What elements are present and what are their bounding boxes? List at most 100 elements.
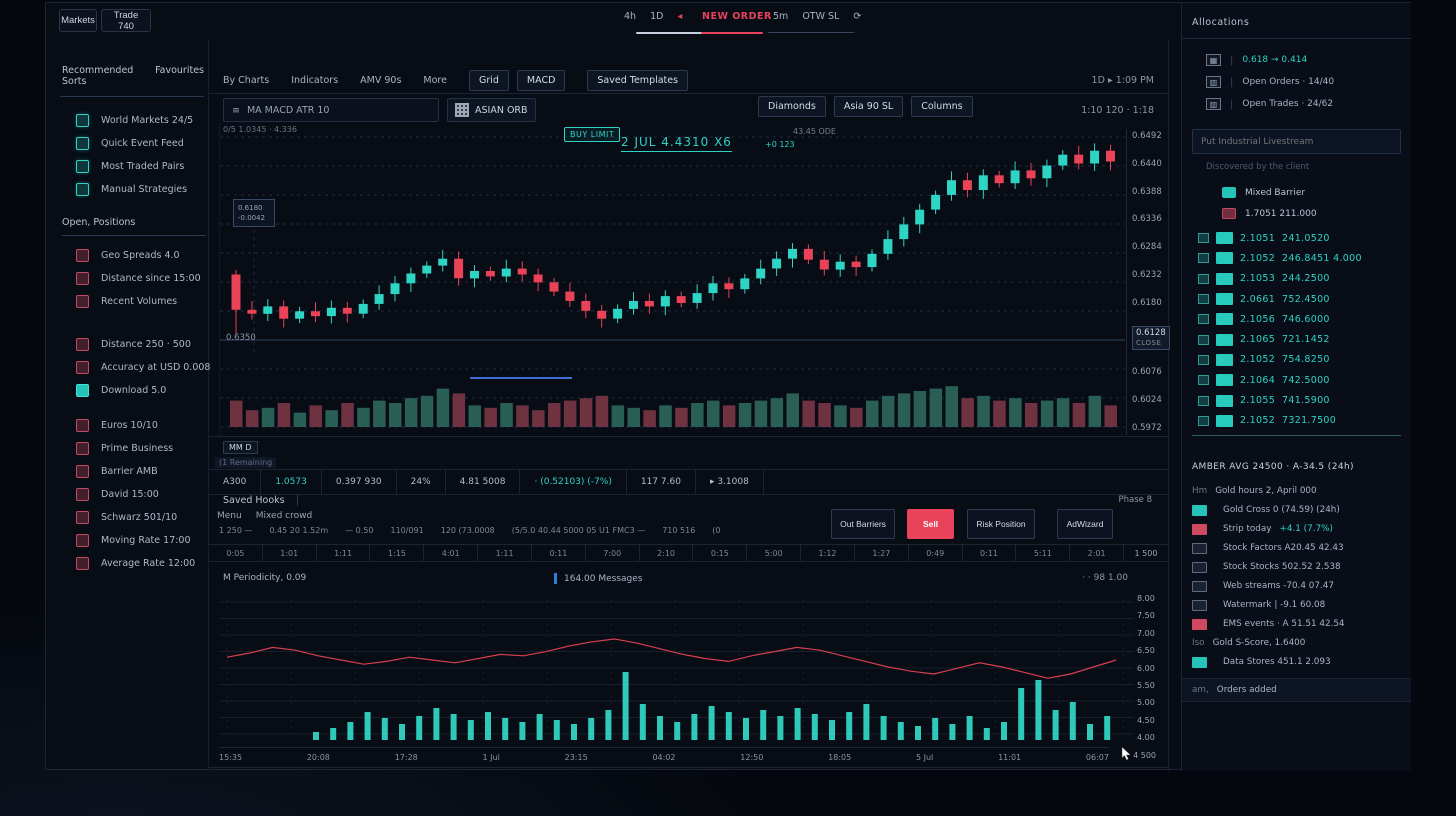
asia-90-sl-button[interactable]: Asia 90 SL bbox=[833, 96, 904, 117]
session-cell[interactable]: 2:01 bbox=[1070, 545, 1125, 561]
risk-position-button[interactable]: Risk Position bbox=[967, 509, 1035, 539]
trade-menu-button[interactable]: Menu bbox=[217, 511, 242, 521]
session-cell[interactable]: 1:11 bbox=[478, 545, 532, 561]
pair-button[interactable]: Trade 740 bbox=[101, 9, 151, 32]
ladder-row[interactable]: 2.1055 741.5900 bbox=[1182, 390, 1411, 410]
session-cell[interactable]: 1:11 bbox=[317, 545, 371, 561]
price-axis-label: 0.6180 bbox=[1132, 297, 1162, 308]
buy-limit-badge[interactable]: BUY LIMIT bbox=[564, 127, 621, 142]
tab-recommended-sorts[interactable]: Recommended Sorts bbox=[62, 65, 134, 87]
info-row[interactable]: EMS events · A 51.51 42.54 bbox=[1182, 615, 1411, 634]
info-row[interactable]: Hm Gold hours 2, April 000 bbox=[1182, 482, 1411, 501]
ladder-row[interactable]: 2.1052 754.8250 bbox=[1182, 350, 1411, 370]
sidebar-item[interactable]: Barrier AMB bbox=[60, 460, 208, 483]
sidebar-item[interactable]: Download 5.0 bbox=[60, 379, 208, 402]
tf-5m-tab[interactable]: 5m bbox=[773, 11, 789, 22]
session-cells: 0:05 1:01 1:11 1:15 4:01 1:11 0:11 7:00 2:10 0:15… bbox=[209, 545, 1125, 561]
info-row[interactable]: Gold Cross 0 (74.59) (24h) bbox=[1182, 501, 1411, 520]
allocation-row[interactable]: ▦ | 0.618 → 0.414 bbox=[1182, 49, 1411, 71]
tab-more[interactable]: More bbox=[423, 74, 447, 86]
sidebar-item[interactable]: Moving Rate 17:00 bbox=[60, 529, 208, 552]
adwizard-button[interactable]: AdWizard bbox=[1057, 509, 1113, 539]
info-row[interactable]: Data Stores 451.1 2.093 bbox=[1182, 653, 1411, 672]
tab-favourites[interactable]: Favourites bbox=[155, 65, 204, 76]
sidebar-item[interactable]: Recent Volumes bbox=[60, 290, 208, 313]
tab-by-charts[interactable]: By Charts bbox=[223, 74, 270, 86]
tab-indicators[interactable]: Indicators bbox=[291, 74, 339, 86]
sidebar-item[interactable]: Prime Business bbox=[60, 437, 208, 460]
ladder-row[interactable]: 2.1064 742.5000 bbox=[1182, 370, 1411, 390]
caret-left-icon[interactable]: ◂ bbox=[677, 11, 683, 22]
session-cell[interactable]: 0:05 bbox=[209, 545, 263, 561]
oscillator-title[interactable]: M Periodicity, 0.09 bbox=[223, 573, 307, 583]
ladder-row[interactable]: 2.1065 721.1452 bbox=[1182, 329, 1411, 349]
grid-button[interactable]: Grid bbox=[468, 69, 509, 91]
session-cell[interactable]: 2:10 bbox=[640, 545, 694, 561]
sidebar-item[interactable]: Most Traded Pairs bbox=[60, 155, 208, 178]
sidebar-item[interactable]: Distance since 15:00 bbox=[60, 267, 208, 290]
asian-orb-chip[interactable]: ASIAN ORB bbox=[447, 98, 536, 122]
info-row[interactable]: Watermark | -9.1 60.08 bbox=[1182, 596, 1411, 615]
columns-button[interactable]: Columns bbox=[911, 96, 973, 117]
macd-button[interactable]: MACD bbox=[516, 69, 566, 91]
pinned-row[interactable]: Mixed Barrier bbox=[1182, 182, 1411, 203]
session-cell[interactable]: 7:00 bbox=[586, 545, 640, 561]
session-cell[interactable]: 0:11 bbox=[532, 545, 586, 561]
session-cell[interactable]: 0:15 bbox=[693, 545, 748, 561]
ladder-row[interactable]: 2.1051 241.0520 bbox=[1182, 228, 1411, 248]
pinned-row[interactable]: 1.7051 211.000 bbox=[1182, 203, 1411, 224]
sidebar-item[interactable]: Quick Event Feed bbox=[60, 132, 208, 155]
info-row[interactable]: Iso Gold S-Score, 1.6400 bbox=[1182, 634, 1411, 653]
info-row[interactable]: am, Orders added bbox=[1182, 677, 1411, 702]
sidebar-item[interactable]: Distance 250 · 500 bbox=[60, 333, 208, 356]
sidebar-item[interactable]: David 15:00 bbox=[60, 483, 208, 506]
session-cell[interactable]: 5:00 bbox=[747, 545, 802, 561]
mm-d-chip[interactable]: MM D bbox=[223, 441, 258, 454]
indicator-input[interactable]: ≡ MA MACD ATR 10 bbox=[223, 98, 439, 122]
ladder-row[interactable]: 2.1052 7321.7500 bbox=[1182, 411, 1411, 431]
saved-templates-button[interactable]: Saved Templates bbox=[587, 69, 689, 91]
ladder-row[interactable]: 2.1052 246.8451 4.000 bbox=[1182, 248, 1411, 268]
allocation-row[interactable]: ▥ | Open Orders · 14/40 bbox=[1182, 71, 1411, 93]
sidebar-item[interactable]: Schwarz 501/10 bbox=[60, 506, 208, 529]
allocation-row[interactable]: ▥ | Open Trades · 24/62 bbox=[1182, 93, 1411, 115]
saved-hooks-label[interactable]: Saved Hooks bbox=[223, 495, 298, 506]
out-barriers-button[interactable]: Out Barriers bbox=[831, 509, 895, 539]
candlestick-chart[interactable] bbox=[219, 123, 1125, 436]
info-row[interactable]: Stock Factors A20.45 42.43 bbox=[1182, 539, 1411, 558]
search-note-link[interactable]: Discovered by the client bbox=[1206, 162, 1310, 172]
session-cell[interactable]: 0:11 bbox=[963, 545, 1017, 561]
instrument-search[interactable] bbox=[1192, 129, 1401, 154]
tf-1d-tab[interactable]: 1D bbox=[650, 11, 664, 22]
tf-4h-tab[interactable]: 4h bbox=[624, 11, 637, 22]
tf-otwsl-tab[interactable]: OTW SL bbox=[802, 11, 840, 22]
ladder-row[interactable]: 2.0661 752.4500 bbox=[1182, 289, 1411, 309]
sidebar-item[interactable]: Manual Strategies bbox=[60, 178, 208, 201]
new-order-tab[interactable]: NEW ORDER bbox=[702, 11, 772, 22]
sidebar-item[interactable]: Accuracy at USD 0.008 bbox=[60, 356, 210, 379]
session-cell[interactable]: 1:27 bbox=[855, 545, 909, 561]
main-panel: By Charts Indicators AMV 90s More Grid M… bbox=[209, 39, 1170, 771]
info-row[interactable]: Strip today +4.1 (7.7%) bbox=[1182, 520, 1411, 539]
sidebar-item[interactable]: Euros 10/10 bbox=[60, 414, 208, 437]
oscillator-chart[interactable] bbox=[219, 594, 1134, 746]
sell-button[interactable]: Sell bbox=[907, 509, 954, 539]
sidebar-item[interactable]: Average Rate 12:00 bbox=[60, 552, 208, 575]
info-row[interactable]: Web streams -70.4 07.47 bbox=[1182, 577, 1411, 596]
refresh-icon[interactable]: ⟳ bbox=[853, 11, 862, 22]
sidebar-item[interactable]: World Markets 24/5 bbox=[60, 109, 208, 132]
diamonds-button[interactable]: Diamonds bbox=[758, 96, 826, 117]
info-row[interactable]: Stock Stocks 502.52 2.538 bbox=[1182, 558, 1411, 577]
session-cell[interactable]: 4:01 bbox=[424, 545, 479, 561]
tab-amv-90s[interactable]: AMV 90s bbox=[360, 74, 402, 86]
ladder-row[interactable]: 2.1053 244.2500 bbox=[1182, 269, 1411, 289]
instrument-search-input[interactable] bbox=[1201, 136, 1392, 147]
session-cell[interactable]: 0:49 bbox=[909, 545, 963, 561]
session-cell[interactable]: 1:15 bbox=[370, 545, 425, 561]
session-cell[interactable]: 1:01 bbox=[263, 545, 317, 561]
markets-menu-button[interactable]: Markets bbox=[59, 9, 97, 32]
ladder-row[interactable]: 2.1056 746.6000 bbox=[1182, 309, 1411, 329]
session-cell[interactable]: 5:11 bbox=[1016, 545, 1071, 561]
session-cell[interactable]: 1:12 bbox=[801, 545, 855, 561]
sidebar-item[interactable]: Geo Spreads 4.0 bbox=[60, 244, 208, 267]
